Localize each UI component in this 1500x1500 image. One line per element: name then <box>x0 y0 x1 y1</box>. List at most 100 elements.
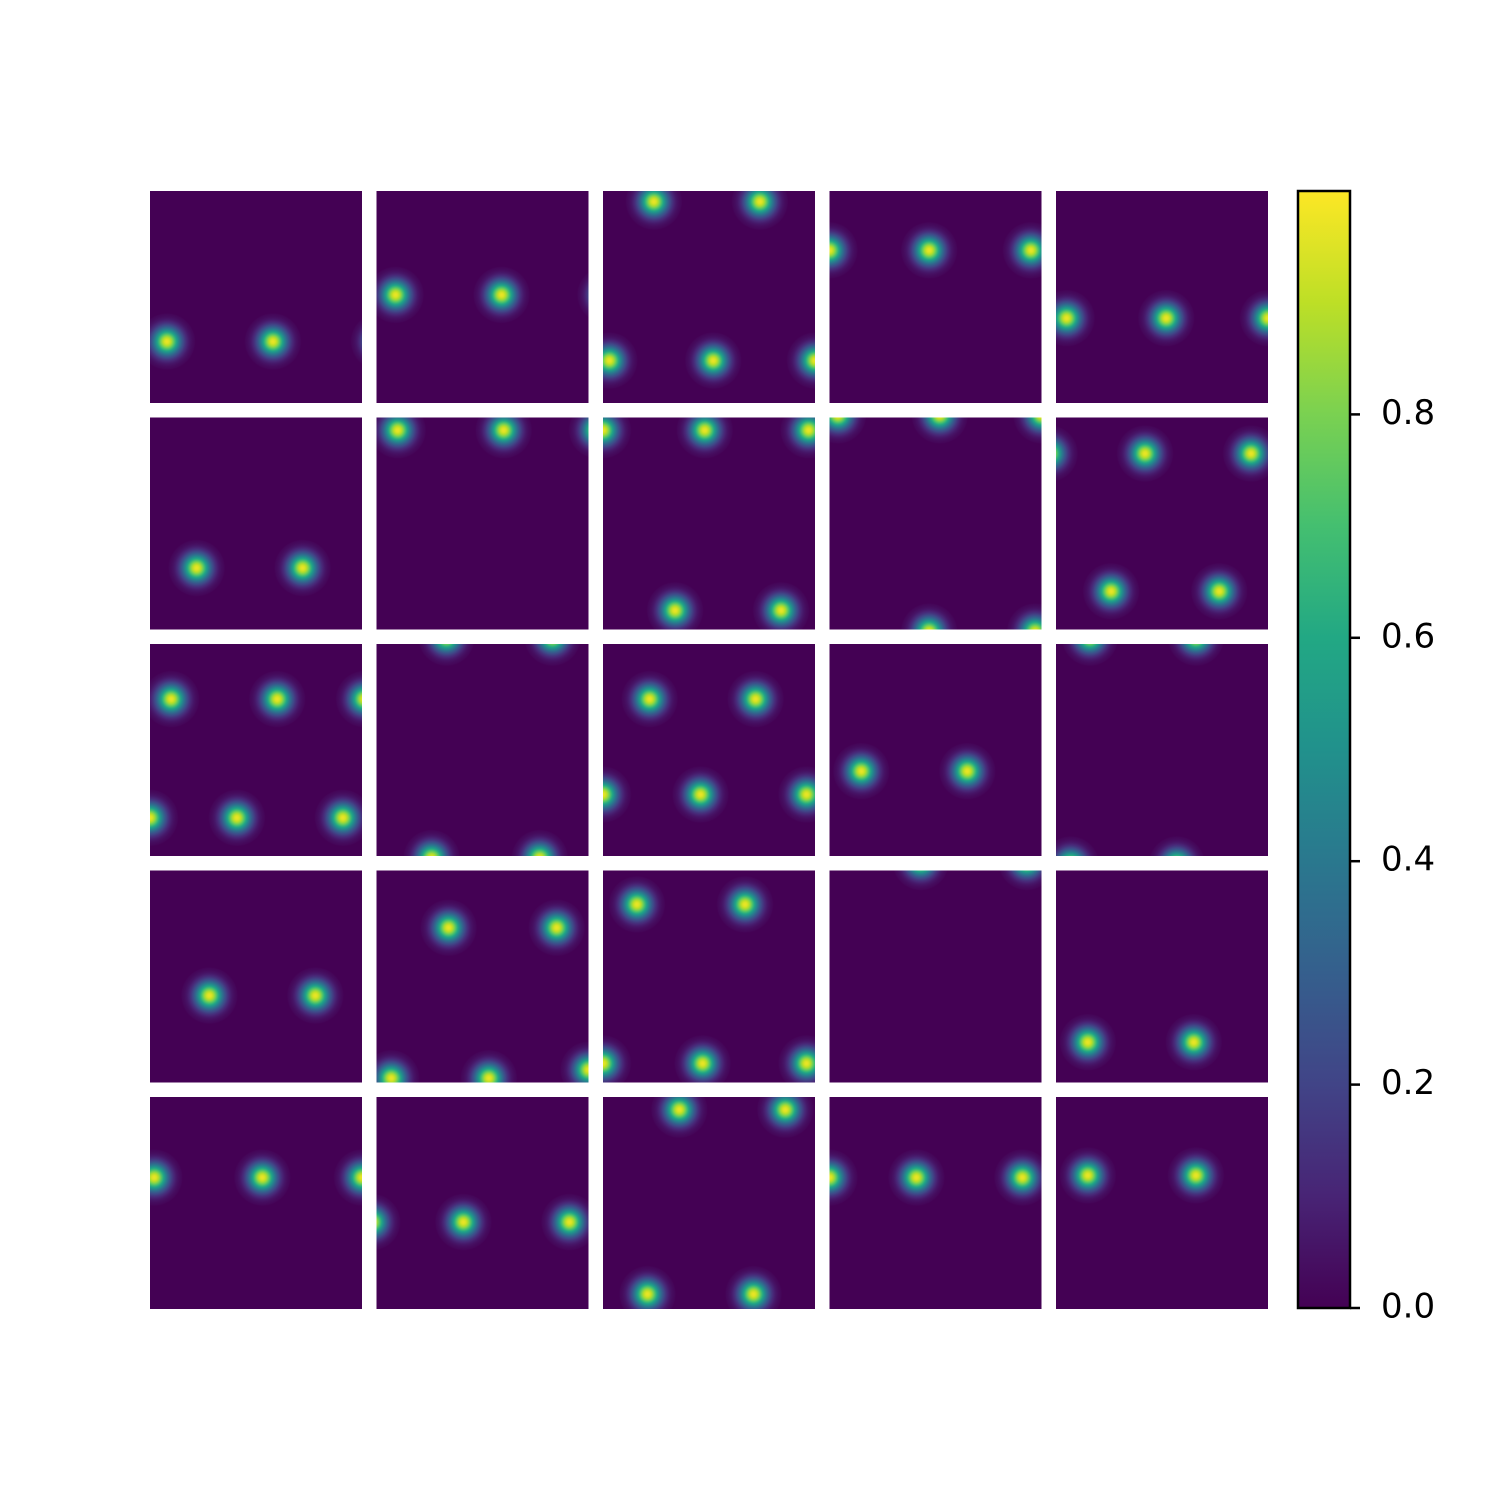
peak <box>650 1097 708 1139</box>
panel <box>1056 191 1268 403</box>
peak <box>376 417 427 459</box>
peak <box>286 966 344 1025</box>
panel <box>603 191 815 403</box>
peak <box>1082 562 1140 620</box>
peak <box>434 1193 493 1251</box>
panel <box>829 870 1042 1083</box>
peak <box>150 1148 183 1207</box>
panel <box>603 1097 815 1309</box>
peak <box>1056 289 1096 347</box>
panel-background <box>150 191 362 403</box>
peak <box>752 581 810 630</box>
peak <box>777 765 815 824</box>
peak <box>376 1193 401 1251</box>
panel <box>376 644 589 856</box>
peak <box>208 789 266 847</box>
peak <box>684 331 742 390</box>
peak <box>1222 424 1268 483</box>
peak <box>786 331 815 390</box>
panel <box>829 191 1042 403</box>
peak <box>1059 1146 1117 1205</box>
peak <box>180 966 238 1025</box>
panel-background <box>376 644 589 856</box>
panel-background <box>1056 644 1268 856</box>
peak <box>625 191 683 231</box>
peak <box>1149 835 1205 856</box>
panel <box>376 417 589 630</box>
panel <box>603 644 815 856</box>
peak <box>233 1148 291 1207</box>
panel <box>150 644 362 856</box>
peak <box>900 221 958 279</box>
peak <box>403 829 461 856</box>
peak <box>244 312 302 371</box>
peak <box>727 670 785 728</box>
panel <box>150 417 362 630</box>
peak <box>646 581 704 630</box>
peak <box>621 670 679 728</box>
peak <box>1137 289 1195 347</box>
peak <box>1056 835 1099 856</box>
peak <box>1002 221 1042 279</box>
peak <box>335 670 362 728</box>
peak <box>150 789 179 847</box>
peak <box>314 789 362 847</box>
peak <box>376 1049 420 1083</box>
peak <box>376 266 425 324</box>
panel <box>376 870 589 1083</box>
peak <box>829 417 867 444</box>
peak <box>999 870 1042 891</box>
peak <box>150 312 196 371</box>
panel <box>376 191 589 403</box>
panel <box>150 191 362 403</box>
peak <box>274 539 332 597</box>
peak <box>829 221 859 279</box>
peak <box>716 875 774 934</box>
peak <box>528 899 586 957</box>
panel <box>150 1097 362 1309</box>
colorbar-tick-label: 0.0 <box>1381 1287 1435 1327</box>
peak <box>1116 424 1174 483</box>
panel <box>1056 417 1268 630</box>
peak <box>460 1049 518 1083</box>
peak <box>618 1265 677 1309</box>
peak <box>472 266 531 324</box>
peak <box>419 899 478 957</box>
peak <box>1056 425 1079 482</box>
peak <box>475 417 533 459</box>
peak <box>1239 289 1268 347</box>
peak <box>993 1148 1042 1207</box>
colorbar-tick-label: 0.4 <box>1381 840 1435 880</box>
panel <box>1056 870 1268 1083</box>
colorbar-tick-label: 0.6 <box>1381 616 1435 656</box>
peak <box>1190 562 1248 620</box>
peak <box>603 417 632 459</box>
peak <box>887 1148 946 1207</box>
panel <box>829 417 1042 630</box>
panel-background <box>829 417 1042 630</box>
peak <box>576 271 589 318</box>
peak <box>671 765 730 824</box>
peak <box>168 539 226 597</box>
peak <box>540 1193 589 1251</box>
peak <box>1167 1146 1225 1205</box>
peak <box>603 765 632 824</box>
peak <box>1165 1013 1223 1071</box>
panel-background <box>829 870 1042 1083</box>
peak <box>559 1041 589 1083</box>
peak <box>911 417 969 444</box>
peak <box>900 603 958 630</box>
peak <box>350 318 362 365</box>
peak <box>568 417 589 458</box>
peak <box>756 1097 814 1139</box>
panel-background <box>829 1097 1042 1309</box>
peak <box>150 670 200 728</box>
panel <box>603 870 815 1083</box>
peak <box>248 670 306 728</box>
peak <box>893 870 948 891</box>
peak <box>333 1148 362 1207</box>
panel <box>1056 1097 1268 1309</box>
peak <box>1006 603 1042 630</box>
peak <box>418 644 475 667</box>
peak <box>608 875 666 934</box>
